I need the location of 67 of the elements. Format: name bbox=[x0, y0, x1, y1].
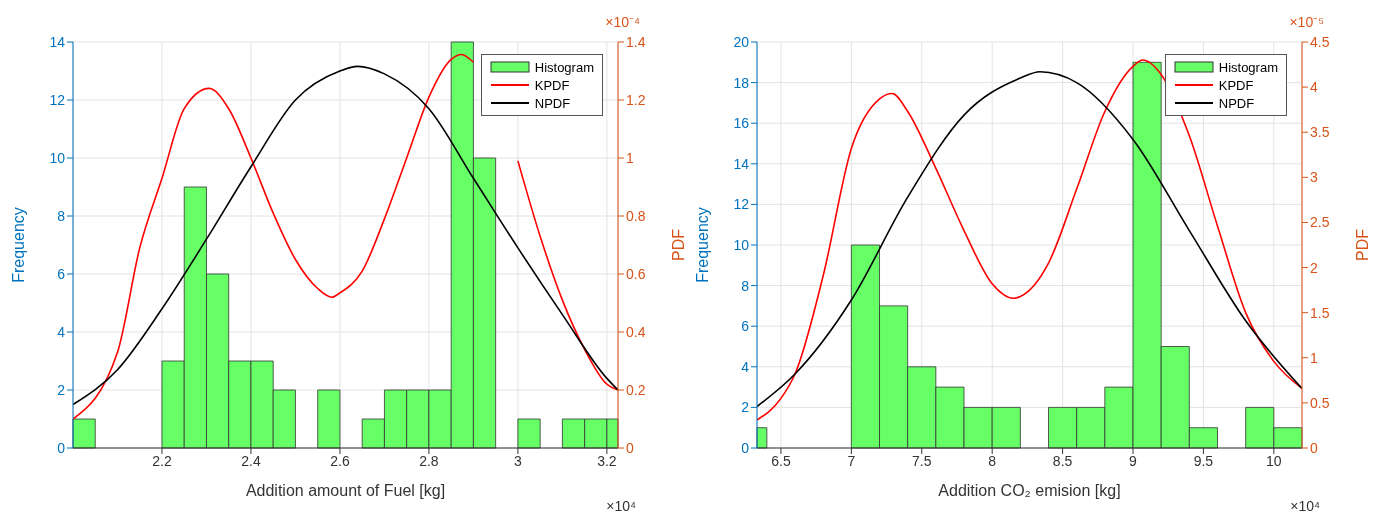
x-tick-label: 9.5 bbox=[1193, 452, 1214, 469]
y-tick-label: 20 bbox=[733, 33, 750, 50]
y-tick-label: 4 bbox=[741, 358, 750, 375]
y2-tick-label: 3.5 bbox=[1310, 124, 1330, 141]
y-tick-label: 8 bbox=[741, 277, 750, 294]
y2-tick-label: 2 bbox=[1310, 259, 1318, 276]
x-axis-title: Addition amount of Fuel [kg] bbox=[245, 482, 446, 499]
y-axis-title: Frequency bbox=[693, 207, 711, 283]
y-tick-label: 6 bbox=[741, 318, 750, 335]
y-tick-label: 2 bbox=[57, 381, 66, 398]
x-tick-label: 2.2 bbox=[152, 452, 172, 469]
y-tick-label: 4 bbox=[57, 323, 66, 340]
text: ×10⁻⁴ bbox=[605, 13, 640, 31]
x-tick-label: 8 bbox=[988, 452, 997, 469]
y2-tick-label: 0.6 bbox=[626, 265, 646, 282]
y-tick-label: 16 bbox=[733, 115, 750, 132]
x-tick-label: 8.5 bbox=[1052, 452, 1073, 469]
y-tick-label: 14 bbox=[49, 33, 66, 50]
x-tick-label: 9 bbox=[1129, 452, 1138, 469]
y2-tick-label: 1 bbox=[1310, 349, 1318, 366]
x-tick-label: 3 bbox=[514, 452, 522, 469]
x-tick-label: 2.6 bbox=[330, 452, 350, 469]
x-axis-title: Addition CO₂ emision [kg] bbox=[938, 482, 1121, 499]
y2-tick-label: 0.5 bbox=[1310, 394, 1330, 411]
y-tick-label: 10 bbox=[733, 236, 750, 253]
y2-tick-label: 1 bbox=[626, 149, 634, 166]
y2-axis-title: PDF bbox=[1353, 228, 1371, 261]
legend-label: KPDF bbox=[534, 77, 570, 93]
x-tick-label: 3.2 bbox=[597, 452, 617, 469]
y-tick-label: 14 bbox=[733, 155, 750, 172]
x-tick-label: 7.5 bbox=[912, 452, 932, 469]
y2-tick-label: 2.5 bbox=[1310, 214, 1330, 231]
y2-tick-label: 1.5 bbox=[1310, 304, 1330, 321]
y2-tick-label: 0.8 bbox=[626, 207, 646, 224]
y-tick-label: 6 bbox=[57, 265, 66, 282]
x-tick-label: 7 bbox=[847, 452, 856, 469]
y-tick-label: 12 bbox=[733, 196, 750, 213]
x-tick-label: 2.8 bbox=[419, 452, 439, 469]
x-tick-label: 6.5 bbox=[771, 452, 791, 469]
y2-tick-label: 0.2 bbox=[626, 381, 646, 398]
legend-label: Histogram bbox=[1218, 59, 1278, 75]
y-tick-label: 8 bbox=[57, 207, 66, 224]
y2-tick-label: 0 bbox=[1310, 439, 1318, 456]
y2-tick-label: 1.2 bbox=[626, 91, 646, 108]
y-tick-label: 0 bbox=[57, 439, 66, 456]
text: ×10⁻⁵ bbox=[1289, 13, 1324, 31]
y2-tick-label: 3 bbox=[1310, 169, 1318, 186]
y-axis-title: Frequency bbox=[9, 207, 27, 283]
y-tick-label: 2 bbox=[741, 399, 750, 416]
legend-label: Histogram bbox=[534, 59, 594, 75]
y2-tick-label: 0 bbox=[626, 439, 634, 456]
legend-label: NPDF bbox=[534, 95, 571, 111]
y2-tick-label: 0.4 bbox=[626, 323, 646, 340]
y-tick-label: 10 bbox=[49, 149, 66, 166]
text: ×10⁴ bbox=[606, 498, 636, 514]
x-tick-label: 2.4 bbox=[241, 452, 261, 469]
legend-label: NPDF bbox=[1218, 95, 1255, 111]
legend-label: KPDF bbox=[1218, 77, 1254, 93]
y2-tick-label: 4.5 bbox=[1310, 33, 1330, 50]
y-tick-label: 12 bbox=[49, 91, 66, 108]
y2-axis-title: PDF bbox=[669, 228, 687, 261]
x-tick-label: 10 bbox=[1266, 452, 1282, 469]
y-tick-label: 18 bbox=[733, 74, 750, 91]
text: ×10⁴ bbox=[1290, 498, 1320, 514]
y2-tick-label: 1.4 bbox=[626, 33, 646, 50]
y2-tick-label: 4 bbox=[1310, 79, 1318, 96]
y-tick-label: 0 bbox=[741, 439, 750, 456]
